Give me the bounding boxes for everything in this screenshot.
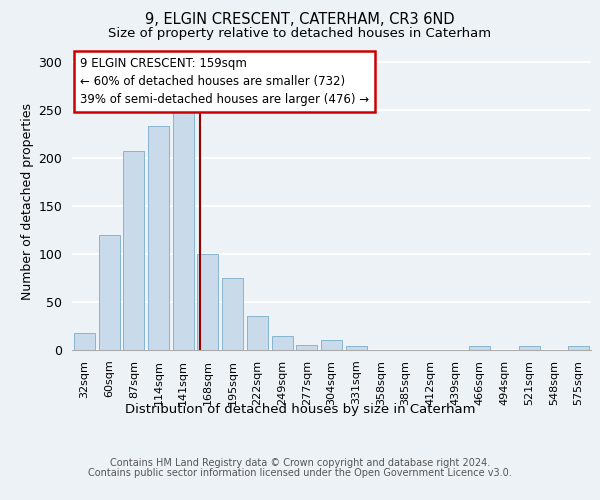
Text: 9 ELGIN CRESCENT: 159sqm
← 60% of detached houses are smaller (732)
39% of semi-: 9 ELGIN CRESCENT: 159sqm ← 60% of detach… xyxy=(80,57,369,106)
Bar xyxy=(296,345,317,350)
Bar xyxy=(346,346,367,350)
Bar xyxy=(173,112,194,350)
Bar xyxy=(222,278,243,350)
Bar xyxy=(123,152,144,350)
Bar xyxy=(321,340,342,350)
Bar xyxy=(469,346,490,350)
Bar xyxy=(74,332,95,350)
Text: Contains HM Land Registry data © Crown copyright and database right 2024.: Contains HM Land Registry data © Crown c… xyxy=(110,458,490,468)
Text: Size of property relative to detached houses in Caterham: Size of property relative to detached ho… xyxy=(109,28,491,40)
Text: 9, ELGIN CRESCENT, CATERHAM, CR3 6ND: 9, ELGIN CRESCENT, CATERHAM, CR3 6ND xyxy=(145,12,455,28)
Text: Distribution of detached houses by size in Caterham: Distribution of detached houses by size … xyxy=(125,402,475,415)
Bar xyxy=(568,346,589,350)
Bar xyxy=(197,254,218,350)
Bar xyxy=(272,336,293,350)
Y-axis label: Number of detached properties: Number of detached properties xyxy=(21,103,34,300)
Bar xyxy=(98,235,119,350)
Bar xyxy=(247,316,268,350)
Text: Contains public sector information licensed under the Open Government Licence v3: Contains public sector information licen… xyxy=(88,468,512,477)
Bar xyxy=(519,346,540,350)
Bar xyxy=(148,126,169,350)
